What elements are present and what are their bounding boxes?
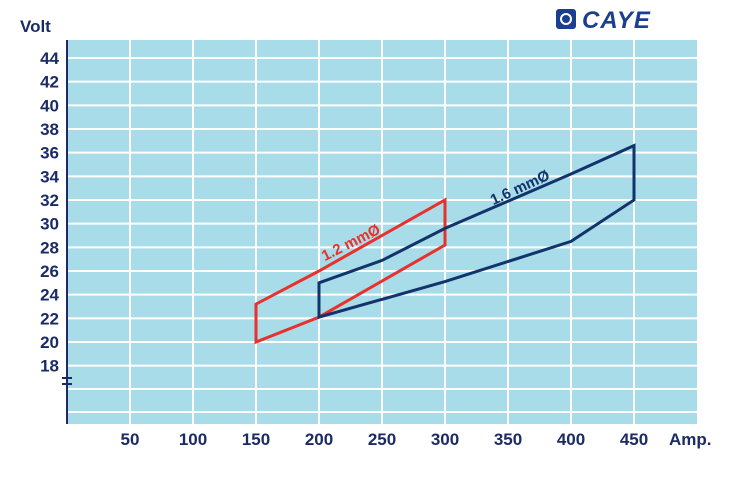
y-tick-label: 24: [40, 286, 59, 305]
tick-labels: 18 20 22 24 26 28 30 32 34 36 38 40 42 44 50 100 150 200 2…: [40, 49, 648, 449]
y-tick-label: 28: [40, 238, 59, 257]
x-tick-label: 450: [620, 430, 648, 449]
y-tick-label: 22: [40, 309, 59, 328]
x-tick-label: 100: [179, 430, 207, 449]
x-tick-label: 200: [305, 430, 333, 449]
y-tick-label: 34: [40, 167, 59, 186]
y-axis-title: Volt: [20, 17, 51, 36]
logo-icon: [556, 9, 576, 29]
y-tick-label: 26: [40, 262, 59, 281]
y-tick-label: 18: [40, 357, 59, 376]
axes: [62, 40, 72, 424]
x-tick-label: 150: [242, 430, 270, 449]
y-tick-label: 36: [40, 144, 59, 163]
series-outline-2: [317, 143, 636, 320]
y-tick-label: 38: [40, 120, 59, 139]
logo-icon-mark: [560, 13, 572, 25]
x-axis-title: Amp.: [669, 430, 712, 449]
y-tick-label: 44: [40, 49, 59, 68]
gridlines: [67, 40, 697, 424]
y-tick-label: 32: [40, 191, 59, 210]
brand-logo: CAYE: [556, 7, 651, 34]
x-tick-label: 50: [121, 430, 140, 449]
y-tick-label: 42: [40, 73, 59, 92]
x-tick-label: 350: [494, 430, 522, 449]
y-tick-label: 30: [40, 215, 59, 234]
x-tick-label: 250: [368, 430, 396, 449]
y-tick-label: 40: [40, 96, 59, 115]
y-tick-label: 20: [40, 333, 59, 352]
x-tick-label: 300: [431, 430, 459, 449]
logo-text: CAYE: [582, 7, 651, 34]
x-tick-label: 400: [557, 430, 585, 449]
